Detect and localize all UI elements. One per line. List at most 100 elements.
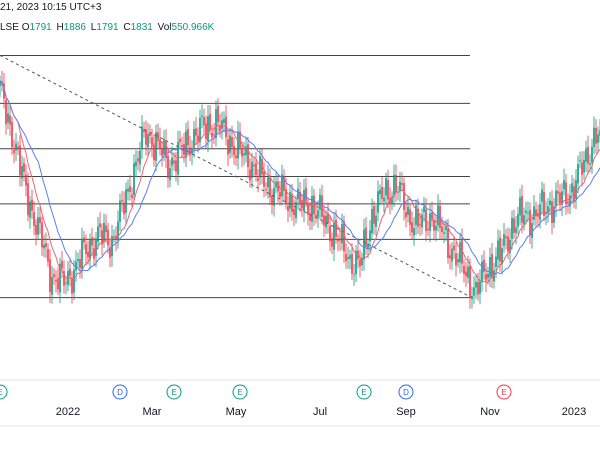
- candle-body: [381, 186, 383, 199]
- candle-body: [565, 182, 567, 205]
- candle-body: [401, 183, 403, 185]
- candle-body: [175, 160, 177, 172]
- candle-body: [517, 214, 519, 227]
- candle-body: [431, 212, 433, 220]
- candle-body: [427, 229, 429, 231]
- candle-body: [137, 158, 139, 162]
- candle-body: [593, 127, 595, 147]
- candle-body: [149, 132, 151, 136]
- candle-body: [569, 195, 571, 207]
- candle-body: [373, 206, 375, 224]
- candle-body: [465, 271, 467, 277]
- candle-body: [507, 236, 509, 252]
- candle-body: [5, 99, 7, 125]
- candle-body: [281, 174, 283, 197]
- candle-body: [313, 195, 315, 215]
- candle-body: [533, 206, 535, 220]
- candle-body: [317, 210, 319, 218]
- candle-body: [217, 106, 219, 123]
- x-tick-label: Nov: [480, 406, 500, 418]
- candle-body: [83, 237, 85, 243]
- x-tick-label: Jul: [313, 406, 327, 418]
- candle-body: [315, 214, 317, 218]
- candle-body: [441, 226, 443, 233]
- candle-body: [515, 227, 517, 233]
- candle-body: [43, 244, 45, 249]
- candle-body: [285, 189, 287, 204]
- candle-body: [547, 206, 549, 214]
- candle-body: [437, 205, 439, 226]
- candle-body: [333, 222, 335, 250]
- event-marker-earnings[interactable]: [356, 384, 372, 400]
- candle-body: [129, 186, 131, 192]
- candle-body: [191, 148, 193, 154]
- candle-body: [579, 159, 581, 162]
- candle-body: [55, 280, 57, 282]
- candle-body: [105, 225, 107, 233]
- candle-body: [29, 201, 31, 218]
- candle-body: [91, 237, 93, 246]
- event-marker-earnings-red[interactable]: [496, 384, 512, 400]
- candle-body: [523, 215, 525, 225]
- candle-body: [227, 139, 229, 155]
- candle-body: [221, 120, 223, 129]
- candle-body: [403, 183, 405, 210]
- candle-body: [207, 116, 209, 142]
- candle-body: [519, 197, 521, 216]
- candle-body: [365, 227, 367, 247]
- candle-body: [77, 259, 79, 262]
- candle-body: [21, 166, 23, 179]
- candle-body: [25, 174, 27, 186]
- candle-body: [359, 259, 361, 267]
- candle-body: [589, 163, 591, 165]
- candle-body: [549, 200, 551, 205]
- candle-body: [279, 192, 281, 198]
- candle-body: [435, 225, 437, 231]
- candle-body: [47, 248, 49, 262]
- candle-body: [521, 195, 523, 223]
- x-tick-label: 2023: [562, 406, 586, 418]
- candle-body: [255, 163, 257, 176]
- candle-body: [551, 201, 553, 224]
- candle-body: [151, 137, 153, 147]
- candle-body: [59, 263, 61, 293]
- datetime-readout: 21, 2023 10:15 UTC+3: [0, 2, 102, 13]
- event-marker-earnings[interactable]: [166, 384, 182, 400]
- ohlc-high: H1886: [56, 22, 86, 33]
- candle-body: [399, 181, 401, 191]
- event-marker-dividend[interactable]: [398, 384, 414, 400]
- candle-body: [27, 183, 29, 216]
- candle-body: [503, 234, 505, 246]
- event-marker-label: E: [361, 388, 366, 397]
- candle-body: [145, 129, 147, 145]
- candle-body: [543, 191, 545, 217]
- candle-body: [141, 126, 143, 148]
- candle-body: [15, 143, 17, 151]
- candle-body: [457, 259, 459, 263]
- candle-body: [561, 191, 563, 205]
- candle-body: [363, 229, 365, 260]
- candle-body: [243, 153, 245, 156]
- candle-body: [199, 117, 201, 143]
- event-marker-earnings[interactable]: [0, 384, 8, 400]
- candle-body: [109, 247, 111, 258]
- event-marker-dividend[interactable]: [112, 384, 128, 400]
- candle-body: [219, 125, 221, 132]
- x-tick-labels: 2022 Mar May Jul Sep Nov 2023: [56, 406, 586, 418]
- candle-body: [237, 132, 239, 159]
- candle-body: [455, 253, 457, 266]
- ohlc-legend: LSE O1791 H1886 L1791 C1831 Vol550.966K: [0, 22, 216, 33]
- candle-body: [257, 178, 259, 181]
- candle-body: [71, 277, 73, 294]
- candle-body: [597, 134, 599, 143]
- candle-body: [347, 257, 349, 260]
- candle-body: [35, 225, 37, 235]
- candle-body: [201, 115, 203, 117]
- candle-body: [525, 210, 527, 214]
- candle-body: [133, 163, 135, 195]
- event-marker-earnings[interactable]: [232, 384, 248, 400]
- candle-body: [585, 148, 587, 162]
- candle-body: [375, 215, 377, 227]
